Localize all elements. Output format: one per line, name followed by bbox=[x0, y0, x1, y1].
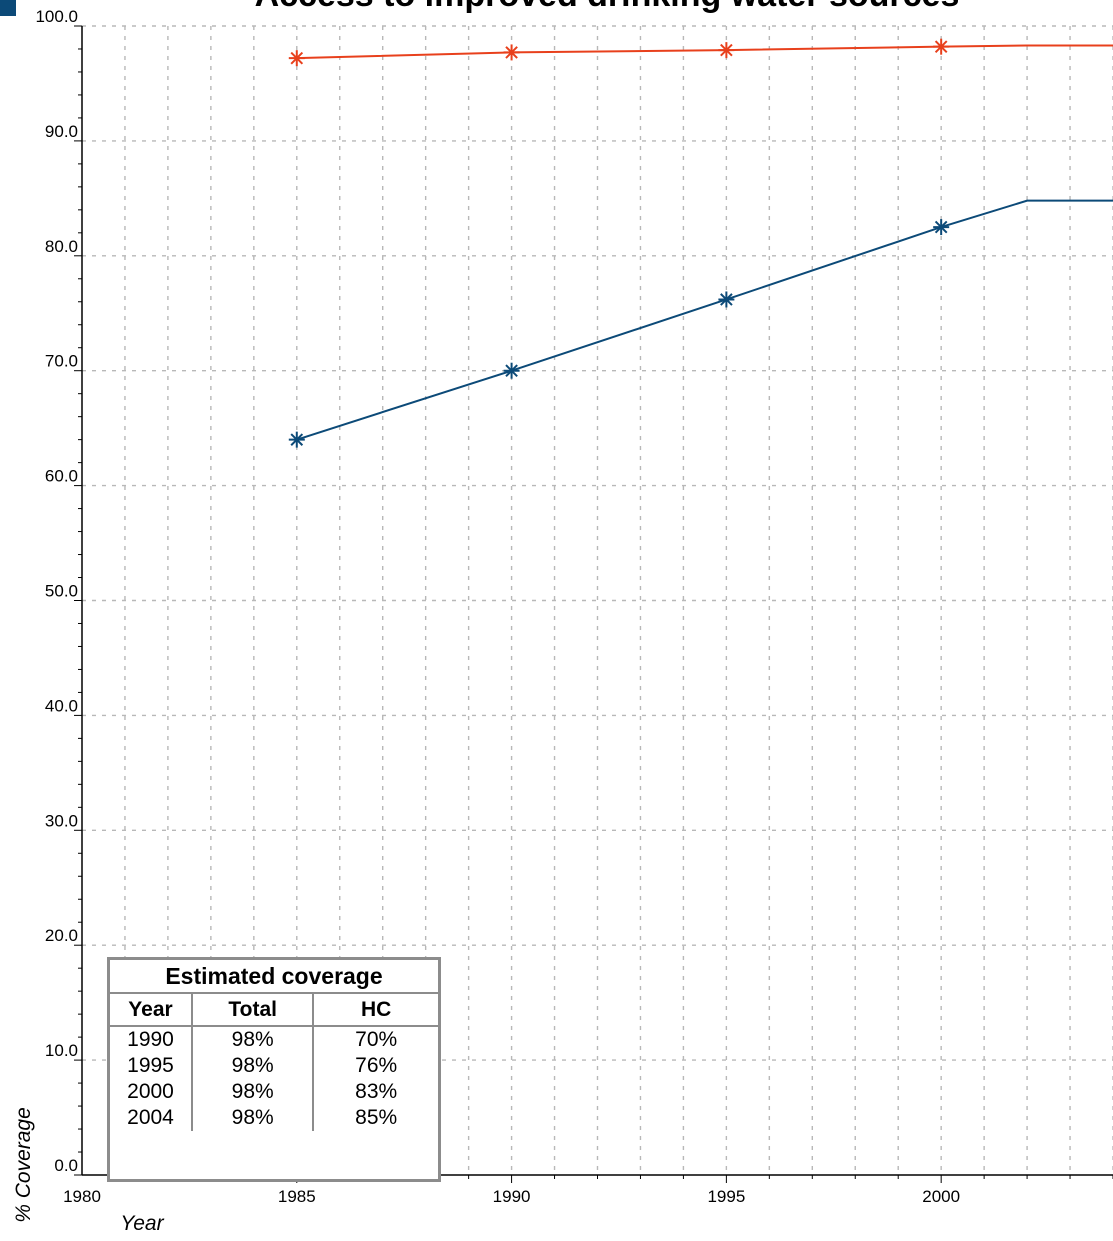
table-cell: 1990 bbox=[110, 1026, 193, 1053]
x-axis-label: Year bbox=[120, 1212, 164, 1235]
table-cell: 98% bbox=[192, 1105, 315, 1131]
table-cell: 76% bbox=[355, 1054, 398, 1077]
estimate-marker bbox=[288, 50, 305, 67]
series-line-0 bbox=[296, 44, 1113, 60]
x-tick-label: 1980 bbox=[63, 1187, 101, 1206]
y-tick-label: 70.0 bbox=[45, 352, 78, 371]
estimated-coverage-table: Estimated coverage Year Total HC 1990 98… bbox=[107, 957, 441, 1182]
survey-label: CEN00 bbox=[0, 0, 55, 4]
survey-label: DHS87 bbox=[0, 0, 55, 4]
y-tick-label: 100.0 bbox=[35, 7, 78, 26]
y-axis-label: % Coverage bbox=[12, 1107, 35, 1223]
survey-marker bbox=[0, 0, 16, 16]
estimate-marker bbox=[288, 431, 305, 448]
table-cell: 2000 bbox=[110, 1079, 193, 1105]
table-header-total: Total bbox=[192, 993, 315, 1027]
table-cell: 1995 bbox=[110, 1053, 193, 1079]
y-tick-label: 50.0 bbox=[45, 582, 78, 601]
estimate-marker bbox=[933, 219, 950, 236]
estimate-marker bbox=[933, 38, 950, 55]
table-row: 1995 98% 76% bbox=[110, 1053, 438, 1079]
x-tick-label: 2000 bbox=[922, 1187, 960, 1206]
table-cell: 98% bbox=[192, 1053, 315, 1079]
survey-label: CEN90 bbox=[0, 0, 55, 4]
estimate-marker bbox=[718, 42, 735, 59]
axes: 0.0 10.0 20.0 30.0 40.0 50.0 60.0 70.0 80.0 90.0 1… bbox=[35, 7, 1113, 1206]
table-row: 2000 98% 83% bbox=[110, 1079, 438, 1105]
table-cell: 2004 bbox=[110, 1105, 193, 1131]
chart-title: Access to improved drinking water source… bbox=[255, 0, 960, 14]
table-cell: 83% bbox=[355, 1080, 398, 1103]
y-tick-label: 30.0 bbox=[45, 811, 78, 830]
y-tick-label: 0.0 bbox=[54, 1156, 78, 1175]
x-tick-label: 1985 bbox=[278, 1187, 316, 1206]
table-row: 2004 98% 85% bbox=[110, 1105, 438, 1131]
table-cell: 98% bbox=[192, 1026, 315, 1053]
table-header-year: Year bbox=[110, 993, 193, 1027]
table-header-hc: HC bbox=[313, 993, 438, 1027]
y-tick-label: 90.0 bbox=[45, 122, 78, 141]
y-tick-label: 20.0 bbox=[45, 926, 78, 945]
table-caption: Estimated coverage bbox=[110, 960, 438, 994]
y-tick-label: 40.0 bbox=[45, 696, 78, 715]
x-tick-label: 1995 bbox=[707, 1187, 745, 1206]
estimate-marker bbox=[718, 291, 735, 308]
table-cell: 98% bbox=[192, 1079, 315, 1105]
table-cell: 85% bbox=[355, 1106, 398, 1129]
estimate-marker bbox=[503, 44, 520, 61]
series-layer: DHS87CEN90CEN00DHS87CEN90CEN00 bbox=[0, 0, 1113, 448]
y-tick-label: 80.0 bbox=[45, 237, 78, 256]
table-cell: 70% bbox=[355, 1028, 398, 1051]
y-tick-label: 60.0 bbox=[45, 467, 78, 486]
grid bbox=[82, 25, 1113, 1175]
x-tick-label: 1990 bbox=[493, 1187, 531, 1206]
table-row: 1990 98% 70% bbox=[110, 1026, 438, 1053]
series-line-1 bbox=[296, 199, 1113, 441]
y-tick-label: 10.0 bbox=[45, 1041, 78, 1060]
estimate-marker bbox=[503, 362, 520, 379]
